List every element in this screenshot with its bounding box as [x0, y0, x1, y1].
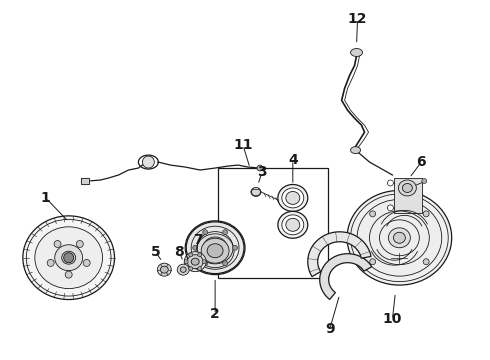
Circle shape — [202, 260, 206, 264]
Ellipse shape — [357, 199, 442, 276]
Circle shape — [369, 211, 376, 217]
Circle shape — [369, 259, 376, 265]
Circle shape — [422, 179, 427, 184]
Ellipse shape — [286, 192, 300, 204]
Text: 7: 7 — [194, 233, 203, 247]
Ellipse shape — [278, 211, 308, 238]
Ellipse shape — [160, 266, 168, 273]
Polygon shape — [319, 254, 372, 300]
Circle shape — [184, 260, 188, 264]
Circle shape — [197, 267, 202, 271]
Circle shape — [222, 230, 227, 235]
Circle shape — [193, 245, 197, 250]
Ellipse shape — [347, 190, 452, 285]
Circle shape — [189, 253, 193, 257]
Ellipse shape — [393, 232, 405, 243]
Ellipse shape — [207, 244, 223, 258]
Circle shape — [203, 261, 208, 266]
Polygon shape — [308, 232, 371, 276]
Text: 8: 8 — [174, 245, 184, 259]
Circle shape — [65, 271, 72, 278]
Ellipse shape — [157, 263, 171, 276]
Ellipse shape — [201, 238, 229, 263]
Text: 6: 6 — [416, 155, 426, 169]
Ellipse shape — [389, 228, 410, 248]
Ellipse shape — [350, 147, 361, 154]
Circle shape — [47, 260, 54, 266]
Text: 9: 9 — [325, 323, 335, 337]
Circle shape — [388, 180, 393, 186]
Ellipse shape — [177, 264, 189, 275]
Circle shape — [189, 267, 193, 271]
Text: 2: 2 — [210, 307, 220, 321]
Ellipse shape — [402, 184, 413, 193]
Ellipse shape — [23, 216, 115, 300]
Ellipse shape — [196, 234, 234, 268]
Text: 12: 12 — [348, 12, 368, 26]
Ellipse shape — [350, 49, 363, 57]
Circle shape — [222, 261, 227, 266]
Ellipse shape — [35, 227, 102, 289]
Ellipse shape — [282, 215, 304, 235]
Text: 5: 5 — [150, 245, 160, 259]
Ellipse shape — [278, 184, 308, 211]
Ellipse shape — [251, 188, 261, 197]
Ellipse shape — [282, 188, 304, 208]
Ellipse shape — [62, 251, 75, 264]
Circle shape — [233, 245, 238, 250]
Text: 10: 10 — [383, 312, 402, 327]
Circle shape — [83, 260, 90, 266]
Circle shape — [143, 156, 154, 168]
Ellipse shape — [187, 255, 203, 269]
Text: 4: 4 — [288, 153, 298, 167]
Text: 3: 3 — [257, 165, 267, 179]
Circle shape — [76, 240, 83, 247]
Circle shape — [203, 230, 208, 235]
Ellipse shape — [398, 180, 416, 196]
Circle shape — [423, 211, 429, 217]
Circle shape — [423, 259, 429, 265]
Circle shape — [54, 240, 61, 247]
Text: 1: 1 — [41, 191, 50, 205]
Ellipse shape — [191, 258, 199, 265]
Ellipse shape — [184, 252, 206, 272]
Circle shape — [64, 253, 74, 263]
Circle shape — [388, 205, 393, 211]
Polygon shape — [81, 178, 89, 184]
Ellipse shape — [186, 222, 244, 274]
Ellipse shape — [55, 245, 83, 271]
FancyBboxPatch shape — [394, 178, 422, 213]
Ellipse shape — [286, 219, 300, 231]
Text: 11: 11 — [233, 138, 253, 152]
Ellipse shape — [180, 267, 186, 273]
Circle shape — [197, 253, 202, 257]
Circle shape — [257, 165, 263, 171]
